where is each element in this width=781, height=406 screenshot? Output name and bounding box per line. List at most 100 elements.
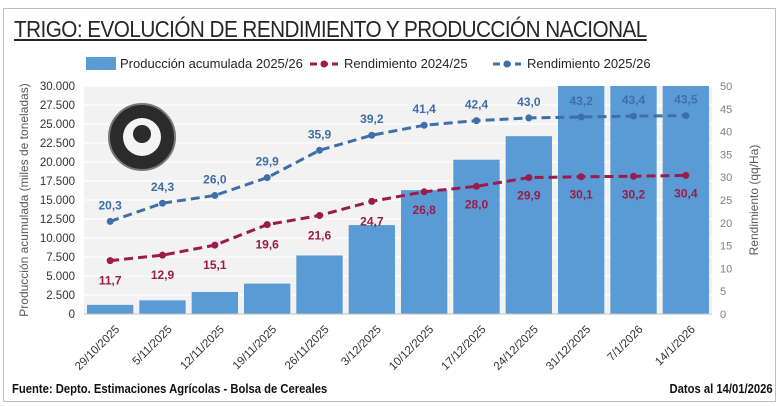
bar <box>296 255 343 314</box>
data-point <box>368 131 376 139</box>
y2-axis-label: Rendimiento (qq/Ha) <box>747 145 761 256</box>
data-label: 15,1 <box>203 258 227 272</box>
data-label: 19,6 <box>255 238 279 252</box>
data-label: 21,6 <box>308 229 332 243</box>
data-point <box>577 113 585 121</box>
data-label: 35,9 <box>308 127 332 141</box>
legend-swatch-bar <box>86 57 116 70</box>
y-tick-label: 25.000 <box>40 119 75 131</box>
date-note: Datos al 14/01/2026 <box>669 382 773 396</box>
data-label: 11,7 <box>99 274 122 288</box>
y-axis-label: Producción acumulada (miles de toneladas… <box>17 83 31 316</box>
logo-portrait <box>133 125 151 143</box>
y-tick-label: 10.000 <box>40 233 75 245</box>
x-tick-label: 24/12/2025 <box>492 324 541 373</box>
data-point <box>630 172 637 180</box>
bar <box>348 225 395 314</box>
x-tick-label: 5/11/2025 <box>131 324 175 368</box>
bar <box>191 291 238 314</box>
data-label: 29,9 <box>517 189 541 203</box>
bar <box>662 86 709 314</box>
data-label: 26,0 <box>203 172 227 186</box>
data-label: 39,2 <box>360 112 384 126</box>
bar <box>610 86 657 314</box>
x-tick-label: 19/11/2025 <box>231 324 280 373</box>
data-point <box>316 212 323 220</box>
data-label: 43,4 <box>622 93 646 107</box>
bar <box>401 190 448 314</box>
y-tick-label: 27.500 <box>40 100 75 112</box>
data-label: 26,8 <box>412 203 436 217</box>
x-tick-label: 7/1/2026 <box>605 324 645 364</box>
data-point <box>316 146 323 154</box>
y2-tick-label: 40 <box>720 127 732 139</box>
data-point <box>420 188 428 196</box>
data-label: 20,3 <box>98 198 122 212</box>
data-point <box>420 121 428 129</box>
y-tick-label: 22.500 <box>40 138 75 150</box>
data-label: 30,4 <box>674 186 698 200</box>
data-label: 30,2 <box>622 187 646 201</box>
data-point <box>159 199 166 207</box>
y2-tick-label: 15 <box>720 241 732 253</box>
x-tick-label: 29/10/2025 <box>73 324 122 373</box>
y-tick-label: 12.500 <box>40 214 75 226</box>
data-point <box>263 221 271 229</box>
y-tick-label: 2.500 <box>46 290 75 302</box>
y2-tick-label: 5 <box>720 286 726 298</box>
bar <box>244 283 291 314</box>
data-label: 12,9 <box>151 268 175 282</box>
chart-title: TRIGO: EVOLUCIÓN DE RENDIMIENTO Y PRODUC… <box>14 16 647 42</box>
bar <box>505 136 552 314</box>
bar <box>87 304 134 314</box>
series-line <box>109 114 686 223</box>
x-tick-label: 14/1/2026 <box>653 324 698 369</box>
y-tick-label: 17.500 <box>40 176 75 188</box>
legend-marker <box>503 60 511 68</box>
data-point <box>368 197 376 205</box>
data-label: 29,9 <box>255 155 279 169</box>
bar <box>139 300 186 314</box>
data-label: 24,7 <box>360 214 384 228</box>
y-tick-label: 30.000 <box>40 81 75 93</box>
y2-tick-label: 35 <box>720 149 732 161</box>
x-tick-label: 3/12/2025 <box>339 324 384 369</box>
y-tick-label: 20.000 <box>40 157 75 169</box>
data-point <box>682 112 690 120</box>
data-label: 43,2 <box>569 94 593 108</box>
x-tick-label: 31/12/2025 <box>544 324 593 373</box>
legend-label: Producción acumulada 2025/26 <box>120 56 303 71</box>
data-point <box>106 217 114 225</box>
series-line <box>110 173 686 263</box>
data-point <box>577 173 585 181</box>
source-note: Fuente: Depto. Estimaciones Agrícolas - … <box>12 382 328 396</box>
y-tick-label: 0 <box>69 309 75 321</box>
y2-tick-label: 20 <box>720 218 732 230</box>
x-tick-label: 17/12/2025 <box>439 324 488 373</box>
y-tick-label: 7.500 <box>46 252 75 264</box>
data-label: 24,3 <box>151 180 175 194</box>
data-point <box>473 182 480 190</box>
data-point <box>263 174 271 182</box>
data-label: 43,5 <box>674 93 698 107</box>
x-tick-label: 12/11/2025 <box>178 324 227 373</box>
x-tick-label: 10/12/2025 <box>387 324 436 373</box>
data-label: 28,0 <box>465 197 489 211</box>
bar <box>558 86 605 314</box>
data-point <box>473 117 480 125</box>
data-label: 43,0 <box>517 95 541 109</box>
data-label: 30,1 <box>569 188 593 202</box>
data-point <box>211 191 219 199</box>
y2-tick-label: 45 <box>720 104 732 116</box>
y-tick-label: 15.000 <box>40 195 75 207</box>
data-point <box>159 251 166 259</box>
data-point <box>525 114 533 122</box>
y2-tick-label: 50 <box>720 81 732 93</box>
data-point <box>211 241 219 249</box>
y2-tick-label: 0 <box>720 309 726 321</box>
data-label: 42,4 <box>465 98 489 112</box>
legend-label: Rendimiento 2025/26 <box>527 56 651 71</box>
data-point <box>630 112 637 120</box>
y2-tick-label: 10 <box>720 263 732 275</box>
